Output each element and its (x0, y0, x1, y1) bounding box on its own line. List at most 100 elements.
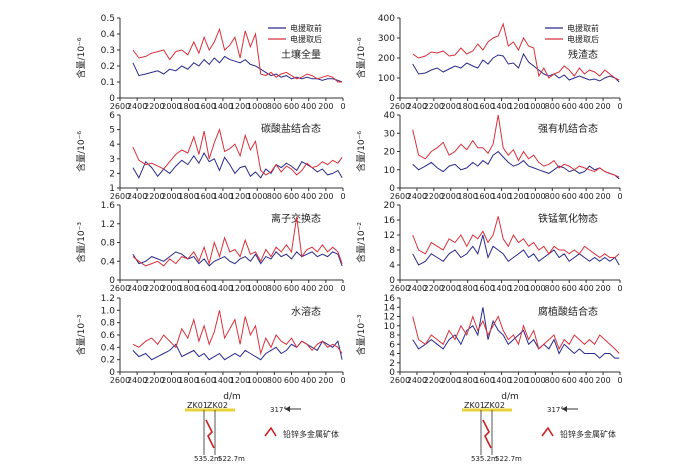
panel-7-x-tick-label: 2200 (144, 376, 164, 385)
panel-1-x-tick-label: 1400 (213, 102, 233, 111)
north-arrow-head (285, 406, 290, 412)
panel-2-x-tick-label: 1200 (508, 102, 528, 111)
panel-6-y-tick-label: 16 (384, 216, 396, 226)
panel-1-series-before-line (132, 55, 343, 83)
panel-7-y-tick-label: 0.8 (101, 319, 116, 329)
panel-3-y-axis-label: 含量/10⁻⁶ (75, 131, 87, 172)
panel-7-series-after-line (132, 310, 343, 356)
panel-5-x-tick-label: 2400 (127, 284, 147, 293)
panel-8-y-tick-label: 0 (389, 368, 395, 378)
panel-8-x-tick-label: 1800 (458, 376, 478, 385)
panel-5-y-tick-label: 0 (109, 276, 115, 286)
well-label: ZK02 (484, 401, 505, 410)
panel-1-x-tick-label: 1600 (196, 102, 216, 111)
panel-4-x-tick-label: 1000 (525, 192, 545, 201)
panel-3-x-tick-label: 1600 (196, 192, 216, 201)
panel-1-x-tick-label: 200 (318, 102, 333, 111)
panel-7-y-tick-label: 1.0 (101, 306, 116, 316)
orebody-legend-label: 铅锌多金属矿体 (283, 429, 339, 439)
panel-3-x-tick-label: 2600 (110, 192, 130, 201)
panel-1-x-tick-label: 1200 (230, 102, 250, 111)
panel-2-series-before-line (412, 52, 620, 83)
panel-7-x-tick-label: 1800 (178, 376, 198, 385)
panel-2-x-tick-label: 800 (545, 102, 560, 111)
orebody-legend-symbol (264, 426, 277, 437)
panel-2-legend-label: 电援取前 (567, 23, 599, 33)
panel-3-x-tick-label: 2000 (161, 192, 181, 201)
panel-5-y-tick-label: 0.8 (101, 239, 116, 249)
panel-6-title: 铁锰氧化物态 (538, 212, 598, 225)
panel-6-x-tick-label: 1800 (458, 284, 478, 293)
panel-2-y-axis-label: 含量/10⁻⁶ (355, 37, 367, 78)
panel-8-x-tick-label: 200 (595, 376, 610, 385)
panel-8-x-tick-label: 1600 (474, 376, 494, 385)
panel-8-x-tick-label: 1400 (491, 376, 511, 385)
panel-6-x-tick-label: 1400 (491, 284, 511, 293)
panel-7-x-tick-label: 1000 (247, 376, 267, 385)
panel-2-x-tick-label: 2400 (407, 102, 427, 111)
panel-8-x-tick-label: 1000 (525, 376, 545, 385)
panel-5-y-tick-label: 1.6 (101, 201, 116, 211)
panel-8-x-tick-label: 2000 (441, 376, 461, 385)
panel-4-x-tick-label: 0 (617, 192, 622, 201)
panel-6-y-tick-label: 0 (389, 276, 395, 286)
azimuth-label: 317° (547, 406, 564, 414)
panel-8-y-tick-label: 10 (384, 322, 396, 332)
panel-1-x-tick-label: 2200 (144, 102, 164, 111)
panel-3-title: 碳酸盐结合态 (261, 122, 321, 135)
panel-2-x-tick-label: 200 (595, 102, 610, 111)
panel-5-series-before-line (132, 251, 343, 267)
panel-5-series-after-line (132, 216, 343, 267)
panel-7-x-tick-label: 2400 (127, 376, 147, 385)
panel-8-y-tick-label: 6 (389, 340, 395, 350)
panel-1-x-tick-label: 1000 (247, 102, 267, 111)
panel-2-x-tick-label: 1800 (458, 102, 478, 111)
panel-8-y-tick-label: 2 (389, 359, 395, 369)
panel-1-series-after-line (132, 27, 343, 83)
panel-7-series-before-line (132, 340, 343, 361)
panel-8-x-tick-label: 0 (617, 376, 622, 385)
panel-7-title: 水溶态 (291, 305, 321, 318)
panel-2-x-tick-label: 1400 (491, 102, 511, 111)
panel-7-y-tick-label: 1.2 (101, 294, 115, 304)
panel-4-x-tick-label: 600 (562, 192, 577, 201)
panel-8-x-tick-label: 400 (579, 376, 594, 385)
panel-1-x-tick-label: 800 (267, 102, 282, 111)
panel-2-x-tick-label: 2000 (441, 102, 461, 111)
azimuth-label: 317° (270, 406, 287, 414)
panel-1-legend-label: 电援取后 (290, 34, 322, 44)
panel-3-series-before-line (132, 151, 343, 179)
panel-4-y-tick-label: 0 (389, 184, 395, 194)
panel-3-x-tick-label: 1200 (230, 192, 250, 201)
panel-6-y-tick-label: 12 (384, 231, 395, 241)
panel-8-x-tick-label: 800 (545, 376, 560, 385)
panel-3-y-tick-label: 5 (109, 126, 115, 136)
panel-4-title: 强有机结合态 (538, 122, 598, 135)
panel-4-x-tick-label: 1200 (508, 192, 528, 201)
panel-7-x-tick-label: 0 (340, 376, 345, 385)
panel-7-x-tick-label: 1600 (196, 376, 216, 385)
panel-8-x-tick-label: 2400 (407, 376, 427, 385)
panel-3-x-tick-label: 800 (267, 192, 282, 201)
panel-1-legend-label: 电援取前 (290, 23, 322, 33)
panel-4-x-tick-label: 2200 (424, 192, 444, 201)
x-axis-title-left: d/m (223, 392, 241, 402)
panel-3-x-tick-label: 600 (284, 192, 299, 201)
panel-6-x-tick-label: 1600 (474, 284, 494, 293)
panel-1-y-tick-label: 0.2 (101, 62, 115, 72)
panel-4-x-tick-label: 200 (595, 192, 610, 201)
panel-6-x-tick-label: 400 (579, 284, 594, 293)
panel-2-x-tick-label: 0 (617, 102, 622, 111)
panel-6-x-tick-label: 1000 (525, 284, 545, 293)
panel-8-series-after-line (412, 314, 620, 354)
panel-7-x-tick-label: 2600 (110, 376, 130, 385)
depth-label: 535.2m (471, 455, 498, 463)
panel-7-y-tick-label: 0.6 (101, 331, 116, 341)
orebody-legend-label: 铅锌多金属矿体 (560, 429, 616, 439)
panel-5-x-tick-label: 1400 (213, 284, 233, 293)
panel-4-x-tick-label: 1600 (474, 192, 494, 201)
panel-8-x-tick-label: 1200 (508, 376, 528, 385)
panel-5-x-tick-label: 2600 (110, 284, 130, 293)
panel-6-x-tick-label: 600 (562, 284, 577, 293)
panel-5-x-tick-label: 1600 (196, 284, 216, 293)
